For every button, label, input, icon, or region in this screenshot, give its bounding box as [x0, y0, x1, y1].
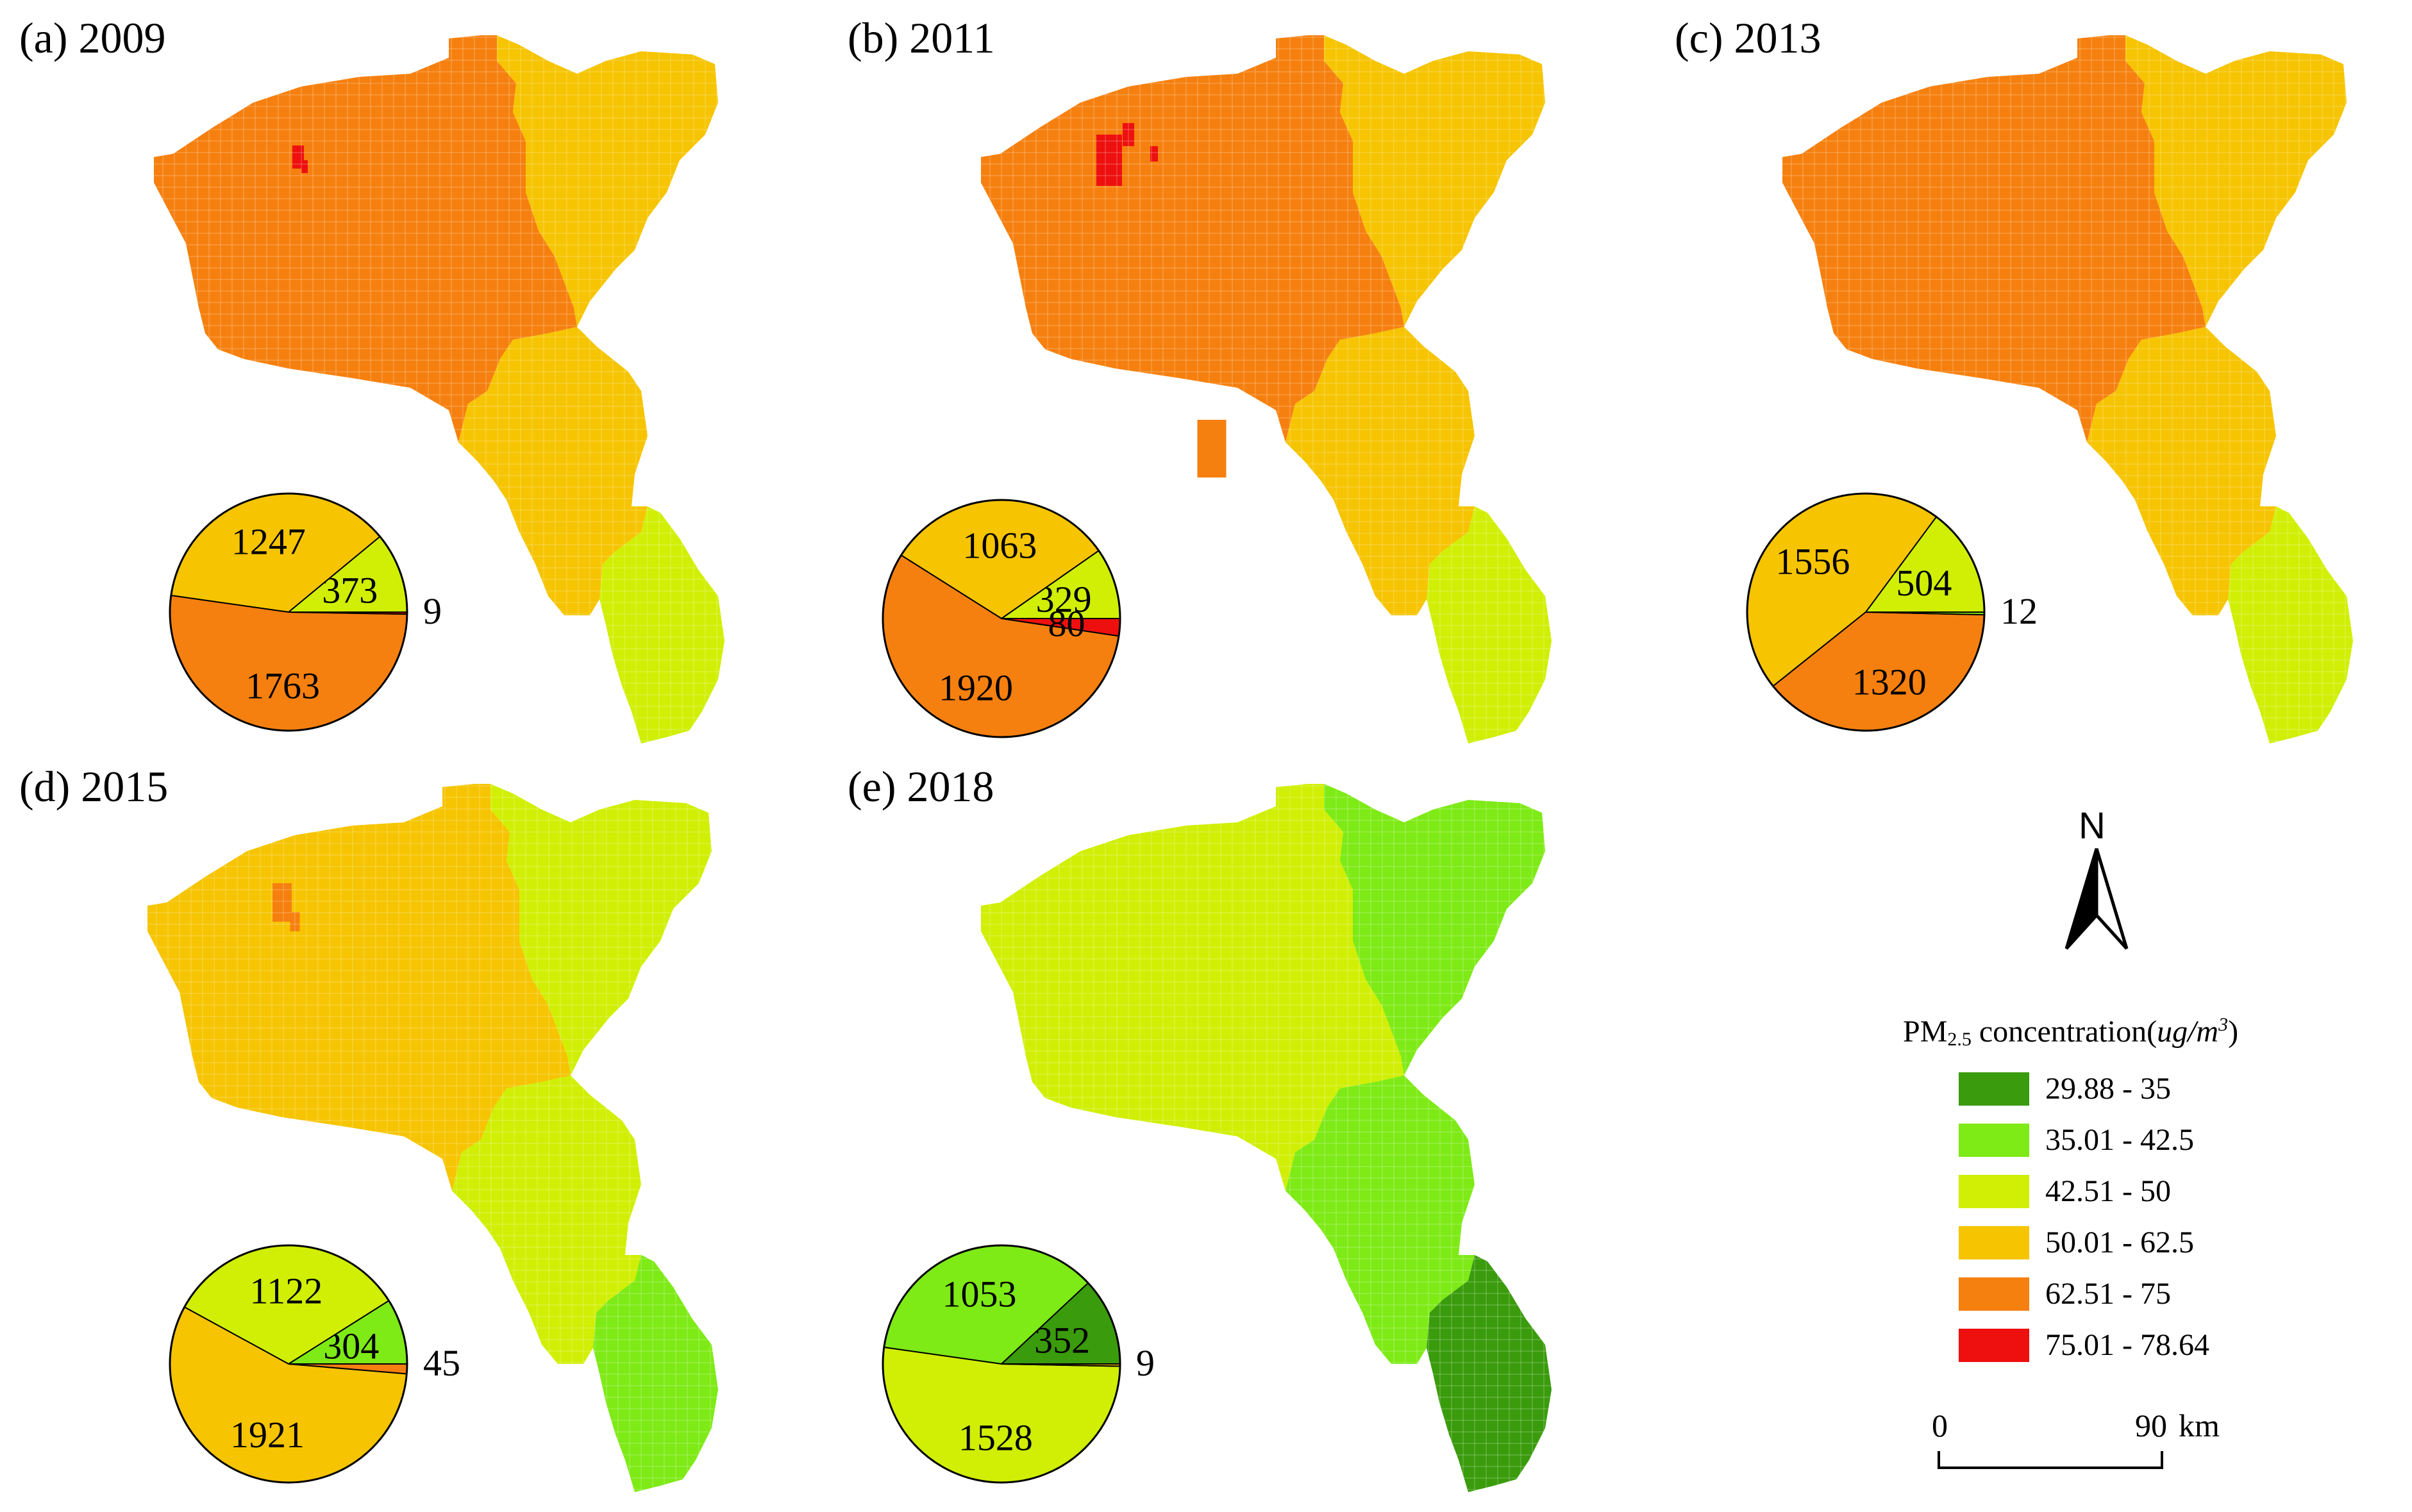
legend-list: 29.88 - 35 35.01 - 42.5 42.51 - 50 50.01… [1959, 1072, 2215, 1380]
pie-label: 12 [2000, 590, 2038, 632]
map-region-west [154, 35, 577, 442]
map-region-central [458, 327, 648, 615]
legend-swatch [1959, 1226, 2029, 1259]
pie-label: 1763 [246, 665, 320, 706]
pie-label: 80 [1048, 603, 1085, 645]
map-region-central [1286, 327, 1475, 615]
legend-title: PM2.5 concentration(ug/m3) [1903, 1014, 2238, 1051]
pie-outline [1746, 492, 1986, 732]
pie-chart: 352 1053 1528 9 [882, 1244, 1155, 1484]
legend-swatch [1959, 1277, 2029, 1311]
legend-label: 35.01 - 42.5 [2045, 1123, 2194, 1157]
legend-title-pm: PM [1903, 1015, 1948, 1049]
map-regions [1782, 35, 2353, 744]
scale-start: 0 [1932, 1408, 1948, 1443]
pie-outline [882, 499, 1121, 738]
map-region-south [599, 506, 724, 744]
legend-title-rest: concentration( [1971, 1015, 2157, 1049]
pie-outline [882, 1244, 1121, 1484]
map-regions [981, 35, 1552, 744]
map-region-south [593, 1255, 718, 1492]
panel-label-c: (c) 2013 [1675, 13, 1822, 62]
legend-swatch [1959, 1124, 2029, 1157]
map-region-south [1427, 506, 1552, 744]
legend-label: 42.51 - 50 [2045, 1174, 2171, 1208]
pie-outline [169, 492, 408, 732]
pie-label: 1320 [1852, 661, 1927, 703]
legend-title-unit: ug/m [2157, 1015, 2219, 1049]
legend-title-sup: 3 [2218, 1014, 2229, 1035]
map-hotspot [290, 912, 300, 931]
pie-label: 1528 [959, 1416, 1033, 1458]
panel-label-b: (b) 2011 [848, 13, 995, 62]
map-regions [147, 784, 718, 1492]
pie-label: 45 [423, 1342, 460, 1384]
north-arrow-icon [2064, 848, 2129, 950]
legend-label: 29.88 - 35 [2045, 1072, 2171, 1106]
map-region-northeast [497, 35, 718, 327]
map-hotspot [1116, 173, 1122, 186]
map-region-northeast [490, 784, 712, 1076]
map-region-west [147, 784, 571, 1191]
map-region-south [1427, 1255, 1552, 1492]
pie-label: 9 [1136, 1342, 1155, 1384]
panel-label-e: (e) 2018 [848, 762, 994, 811]
legend-swatch [1959, 1175, 2029, 1208]
legend-label: 50.01 - 62.5 [2045, 1225, 2194, 1259]
map-hotspot [301, 160, 308, 173]
legend-label: 75.01 - 78.64 [2045, 1328, 2209, 1362]
pie-label: 352 [1034, 1320, 1090, 1361]
map-region-west [1782, 35, 2206, 442]
pie-label: 9 [423, 590, 442, 632]
map-region-northeast [2125, 35, 2347, 327]
map-hotspot [272, 883, 292, 922]
north-arrow-letter: N [2079, 805, 2106, 847]
pie-label: 1921 [230, 1414, 305, 1456]
map-region-central [1286, 1076, 1475, 1364]
map-region-central [452, 1076, 641, 1364]
pie-label: 1247 [231, 521, 306, 563]
scale-unit: km [2179, 1408, 2220, 1443]
pie-outline [169, 1244, 408, 1484]
pie-label: 1556 [1775, 540, 1850, 582]
map-panel-e: 352 1053 1528 9 [882, 784, 1552, 1492]
map-region-west [981, 35, 1404, 442]
map-panel-c: 504 1556 1320 12 [1746, 35, 2353, 744]
map-hotspot [292, 145, 304, 169]
pie-chart: 504 1556 1320 12 [1746, 492, 2038, 732]
map-hotspot [1150, 146, 1158, 162]
scale-bar [1938, 1451, 2163, 1469]
map-regions [154, 35, 724, 744]
map-hotspot [1197, 420, 1227, 478]
map-region-northeast [1324, 35, 1545, 327]
pie-slice [882, 1346, 1121, 1483]
panel-label-a: (a) 2009 [19, 13, 166, 62]
map-region-west [981, 784, 1404, 1191]
map-region-south [2228, 506, 2353, 744]
legend-label: 62.51 - 75 [2045, 1277, 2171, 1311]
legend-title-sub: 2.5 [1947, 1029, 1972, 1050]
pie-label: 1920 [939, 667, 1013, 709]
map-regions [981, 784, 1552, 1492]
map-region-central [2087, 327, 2276, 615]
map-hotspot [1123, 123, 1134, 146]
legend-swatch [1959, 1329, 2029, 1362]
pie-label: 1053 [942, 1274, 1017, 1315]
panel-label-d: (d) 2015 [19, 762, 169, 811]
scale-end: 90 [2135, 1408, 2167, 1443]
legend-title-close: ) [2228, 1015, 2239, 1049]
pie-label: 1122 [249, 1270, 322, 1311]
map-region-northeast [1324, 784, 1545, 1076]
pie-label: 504 [1896, 562, 1952, 604]
pie-label: 1063 [962, 524, 1037, 566]
legend-swatch [1959, 1072, 2029, 1106]
pie-slice [169, 594, 408, 731]
